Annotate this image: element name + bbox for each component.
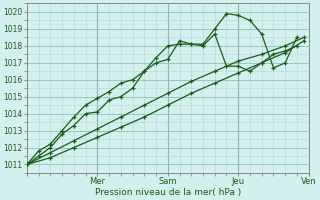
X-axis label: Pression niveau de la mer( hPa ): Pression niveau de la mer( hPa ) (95, 188, 241, 197)
